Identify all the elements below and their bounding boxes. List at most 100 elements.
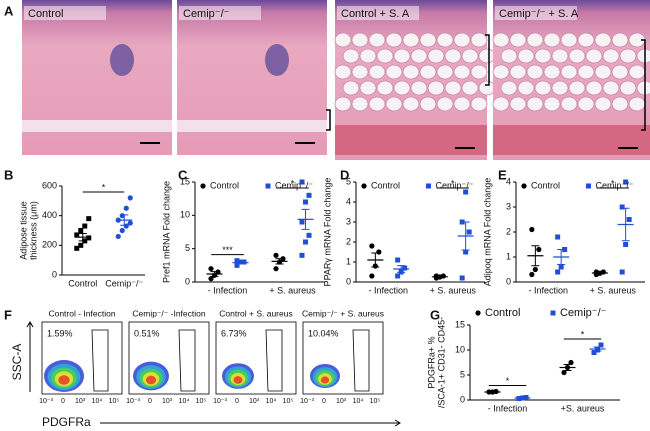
data-point bbox=[395, 273, 401, 279]
sem-bar bbox=[275, 258, 284, 265]
data-point bbox=[82, 223, 88, 229]
data-point bbox=[86, 235, 92, 241]
adipocyte bbox=[334, 96, 352, 112]
adipocyte bbox=[594, 32, 612, 48]
adipocyte bbox=[611, 96, 629, 112]
adipocyte bbox=[509, 96, 527, 112]
adipocyte bbox=[368, 32, 386, 48]
flow-xtick: 0 bbox=[61, 398, 65, 405]
fat-layer bbox=[177, 120, 327, 132]
flow-xtick: 10⁻³ bbox=[126, 398, 140, 405]
adipocyte bbox=[594, 96, 612, 112]
significance-label: * bbox=[581, 329, 585, 339]
data-point bbox=[273, 252, 279, 258]
data-point bbox=[376, 249, 382, 255]
data-point bbox=[529, 271, 535, 278]
muscle bbox=[493, 125, 650, 155]
y-tick-label: 4 bbox=[346, 196, 351, 206]
legend-label: Control bbox=[531, 180, 560, 190]
adipocyte bbox=[444, 48, 462, 64]
adipocyte bbox=[402, 64, 420, 80]
adipocyte bbox=[453, 64, 471, 80]
flow-gate bbox=[178, 329, 196, 392]
adipocyte bbox=[594, 64, 612, 80]
data-point bbox=[361, 183, 367, 189]
adipocyte bbox=[577, 32, 595, 48]
data-point bbox=[78, 242, 84, 248]
flow-percent: 0.51% bbox=[134, 328, 160, 338]
adipocyte bbox=[619, 80, 637, 96]
flow-density bbox=[58, 375, 70, 385]
adipocyte bbox=[368, 64, 386, 80]
adipocyte bbox=[342, 80, 360, 96]
sem-bar bbox=[593, 346, 602, 352]
flow-percent: 10.04% bbox=[308, 328, 339, 338]
flow-xtick: 10⁵ bbox=[370, 398, 381, 405]
adipocyte bbox=[585, 48, 603, 64]
data-point bbox=[74, 245, 80, 251]
adipocyte bbox=[436, 32, 454, 48]
data-point bbox=[619, 204, 625, 210]
y-tick-label: 0 bbox=[346, 276, 351, 286]
panel-letter: G bbox=[430, 307, 440, 322]
data-point bbox=[623, 179, 629, 185]
data-point bbox=[536, 246, 542, 253]
data-point bbox=[521, 183, 527, 189]
y-tick-label: 0 bbox=[185, 276, 190, 286]
panel-letter: F bbox=[4, 307, 12, 322]
adipocyte bbox=[492, 32, 510, 48]
adipocyte bbox=[368, 96, 386, 112]
image-label: Cemip⁻/⁻ bbox=[183, 8, 230, 20]
flow-percent: 6.73% bbox=[221, 328, 247, 338]
x-tick-label: Control bbox=[68, 278, 97, 288]
flow-xtick: 10⁵ bbox=[283, 398, 294, 405]
y-tick-label: 3 bbox=[506, 201, 511, 211]
data-point bbox=[86, 216, 92, 222]
adipocyte bbox=[385, 32, 403, 48]
flow-xtick: 10³ bbox=[249, 398, 260, 405]
flow-xarrow bbox=[100, 419, 401, 427]
adipocyte bbox=[534, 80, 552, 96]
y-tick-label: 10 bbox=[180, 210, 190, 220]
data-point bbox=[208, 266, 214, 272]
data-point bbox=[466, 229, 472, 235]
y-tick-label: 3 bbox=[346, 216, 351, 226]
x-tick-label: + S. aureus bbox=[590, 285, 637, 295]
adipocyte bbox=[619, 48, 637, 64]
adipocyte bbox=[453, 32, 471, 48]
data-point bbox=[395, 257, 401, 263]
flow-xtick: 10⁴ bbox=[92, 398, 103, 405]
adipocyte bbox=[461, 80, 479, 96]
adipocyte bbox=[602, 80, 620, 96]
adipocyte bbox=[334, 64, 352, 80]
label-bg bbox=[179, 6, 261, 20]
follicle bbox=[110, 44, 134, 76]
adipocyte bbox=[492, 96, 510, 112]
sem-bar bbox=[461, 221, 470, 251]
data-point bbox=[299, 252, 305, 258]
y-tick-label: 15 bbox=[455, 319, 465, 329]
data-point bbox=[273, 266, 279, 272]
bracket bbox=[485, 34, 490, 86]
significance-label: * bbox=[611, 178, 615, 188]
legend-label: Cemip⁻/⁻ bbox=[436, 180, 474, 190]
adipocyte bbox=[611, 64, 629, 80]
data-point bbox=[123, 205, 129, 211]
significance-label: * bbox=[506, 376, 510, 386]
flow-xtick: 10⁵ bbox=[109, 398, 120, 405]
data-point bbox=[78, 228, 84, 233]
adipocyte bbox=[509, 64, 527, 80]
data-point bbox=[208, 276, 214, 282]
x-tick-label: - Infection bbox=[368, 285, 408, 295]
adipocyte bbox=[568, 80, 586, 96]
adipocyte bbox=[509, 32, 527, 48]
data-point bbox=[303, 199, 308, 205]
flow-title: Cemip⁻/⁻ + S. aureus bbox=[302, 308, 384, 318]
data-point bbox=[459, 275, 465, 281]
label-bg bbox=[337, 6, 419, 20]
y-tick-label: 15 bbox=[180, 176, 190, 186]
data-point bbox=[463, 189, 469, 195]
flow-title: Cemip⁻/⁻ -Infection bbox=[132, 308, 205, 318]
data-point bbox=[402, 265, 408, 271]
